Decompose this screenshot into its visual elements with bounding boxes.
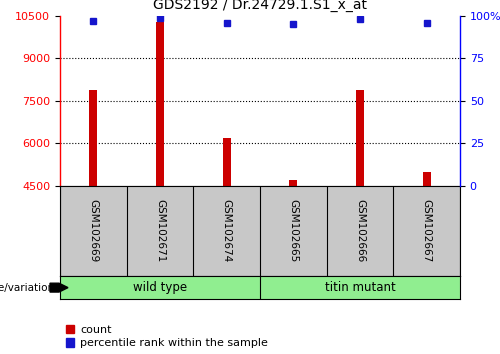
Bar (90, 90, 98, 186)
Text: GSM102666: GSM102666 (355, 199, 365, 263)
Text: titin mutant: titin mutant (324, 281, 396, 294)
Bar (290, 180, 298, 186)
Text: wild type: wild type (133, 281, 187, 294)
Text: GSM102674: GSM102674 (222, 199, 232, 263)
Text: GSM102671: GSM102671 (155, 199, 165, 263)
Text: GSM102669: GSM102669 (88, 199, 99, 263)
Bar (356, 90, 364, 186)
Text: GSM102665: GSM102665 (288, 199, 298, 263)
Title: GDS2192 / Dr.24729.1.S1_x_at: GDS2192 / Dr.24729.1.S1_x_at (153, 0, 367, 12)
Bar (422, 172, 430, 186)
Legend: count, percentile rank within the sample: count, percentile rank within the sample (66, 325, 268, 348)
Text: GSM102667: GSM102667 (422, 199, 432, 263)
Bar (156, 22, 164, 186)
Bar (222, 138, 230, 186)
Text: genotype/variation: genotype/variation (0, 282, 55, 293)
